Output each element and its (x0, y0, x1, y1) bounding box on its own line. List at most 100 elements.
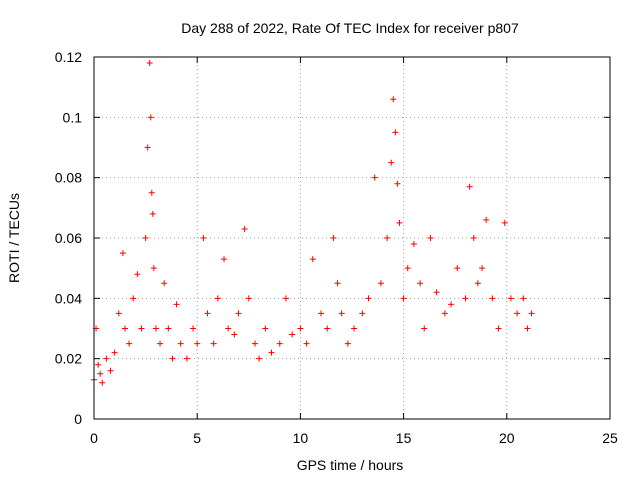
data-point (235, 310, 242, 317)
chart-title: Day 288 of 2022, Rate Of TEC Index for r… (181, 20, 519, 36)
data-point (262, 325, 269, 332)
data-point (489, 295, 496, 302)
data-point (470, 235, 477, 241)
plot-frame (93, 56, 611, 420)
x-tick-label: 15 (396, 430, 412, 446)
data-point (448, 301, 455, 308)
y-tick-label: 0.02 (55, 351, 82, 367)
data-point (204, 310, 211, 317)
y-axis-label: ROTI / TECUs (6, 193, 22, 283)
data-point (256, 355, 263, 362)
data-point (251, 340, 258, 347)
y-tick-label: 0.08 (55, 170, 82, 186)
data-point (150, 265, 157, 272)
data-point (303, 340, 310, 347)
data-point (276, 340, 283, 347)
data-point (404, 265, 411, 272)
data-point (183, 355, 190, 362)
data-point (115, 310, 122, 317)
data-point (177, 340, 184, 347)
data-point (148, 189, 155, 196)
data-point (169, 355, 176, 362)
data-point (147, 114, 154, 121)
data-point (514, 310, 521, 317)
y-tick-label: 0.06 (55, 230, 82, 246)
data-point (392, 129, 399, 136)
data-point (441, 310, 448, 317)
data-point (157, 340, 164, 347)
x-tick-label: 10 (293, 430, 309, 446)
x-tick-label: 20 (499, 430, 515, 446)
data-point (144, 144, 151, 151)
data-point (344, 340, 351, 347)
data-point (377, 280, 384, 287)
data-point (417, 280, 424, 287)
data-point (338, 310, 345, 317)
x-tick-label: 0 (90, 430, 98, 446)
data-point (146, 60, 153, 67)
data-point (119, 250, 126, 257)
x-tick-label: 5 (193, 430, 201, 446)
data-point (97, 370, 104, 377)
data-point (365, 295, 372, 302)
data-point (161, 280, 168, 287)
data-point (318, 310, 325, 317)
data-point (221, 256, 228, 263)
data-point (190, 325, 197, 332)
data-point (297, 325, 304, 332)
data-point (466, 183, 473, 190)
x-tick-label: 25 (602, 430, 618, 446)
data-point (165, 325, 172, 332)
data-point (495, 325, 502, 332)
data-point (121, 325, 128, 332)
data-point (99, 379, 106, 386)
data-point (396, 219, 403, 226)
data-point (309, 256, 316, 263)
data-point (126, 340, 133, 347)
data-point (410, 241, 417, 248)
data-point (371, 174, 378, 181)
data-point (103, 355, 110, 362)
data-point (359, 310, 366, 317)
data-point (400, 295, 407, 302)
data-point (351, 325, 358, 332)
data-point (433, 289, 440, 296)
data-point (483, 216, 490, 223)
data-point (390, 96, 397, 103)
y-tick-label: 0 (74, 411, 82, 427)
data-point (95, 361, 102, 368)
data-point (330, 235, 337, 241)
data-point (245, 295, 252, 302)
data-point (107, 367, 114, 374)
data-points (91, 60, 535, 386)
axis-ticks: 0 5 10 15 20 25 0 0.02 0.04 0.06 0.08 0.1 0.12 (55, 49, 618, 446)
data-point (282, 295, 289, 302)
data-point (152, 325, 159, 332)
data-point (200, 235, 207, 241)
data-point (289, 331, 296, 338)
data-point (134, 271, 141, 278)
y-tick-label: 0.1 (63, 109, 83, 125)
data-point (388, 159, 395, 166)
data-point (173, 301, 180, 308)
data-point (394, 180, 401, 187)
data-point (225, 325, 232, 332)
x-axis-label: GPS time / hours (297, 457, 404, 473)
data-point (334, 280, 341, 287)
y-tick-label: 0.04 (55, 290, 82, 306)
data-point (130, 295, 137, 302)
data-point (501, 219, 508, 226)
data-point (507, 295, 514, 302)
data-point (241, 225, 248, 232)
data-point (268, 349, 275, 356)
data-point (384, 235, 391, 241)
data-point (214, 295, 221, 302)
data-point (111, 349, 118, 356)
data-point (210, 340, 217, 347)
y-tick-label: 0.12 (55, 49, 82, 65)
data-point (194, 340, 201, 347)
data-point (454, 265, 461, 272)
data-point (528, 310, 535, 317)
